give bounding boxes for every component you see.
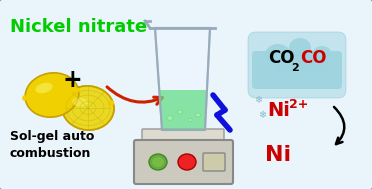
Ellipse shape: [265, 44, 291, 66]
Ellipse shape: [178, 154, 196, 170]
Ellipse shape: [309, 58, 327, 74]
Ellipse shape: [312, 46, 332, 64]
Text: CO: CO: [268, 49, 295, 67]
Ellipse shape: [177, 110, 183, 114]
Text: 2: 2: [291, 63, 299, 73]
Ellipse shape: [188, 119, 192, 122]
Text: ❄: ❄: [254, 95, 262, 105]
Text: Ni: Ni: [265, 145, 291, 165]
FancyBboxPatch shape: [252, 51, 342, 89]
Ellipse shape: [62, 86, 114, 130]
Polygon shape: [155, 28, 210, 130]
Ellipse shape: [35, 83, 53, 93]
Ellipse shape: [149, 154, 167, 170]
FancyArrowPatch shape: [334, 107, 344, 144]
Polygon shape: [159, 90, 207, 130]
FancyBboxPatch shape: [142, 129, 224, 143]
Text: Nickel nitrate: Nickel nitrate: [10, 18, 147, 36]
Ellipse shape: [294, 56, 318, 74]
Ellipse shape: [72, 98, 88, 107]
Text: Ni: Ni: [267, 101, 290, 119]
Ellipse shape: [152, 157, 164, 167]
Text: ❄: ❄: [258, 110, 266, 120]
Ellipse shape: [289, 38, 311, 58]
Ellipse shape: [196, 113, 201, 117]
Ellipse shape: [62, 86, 114, 130]
FancyBboxPatch shape: [248, 32, 346, 98]
Text: combustion: combustion: [10, 147, 92, 160]
Text: +: +: [62, 68, 82, 92]
Ellipse shape: [274, 57, 294, 74]
FancyBboxPatch shape: [134, 140, 233, 184]
Text: ❄: ❄: [268, 103, 276, 113]
Text: CO: CO: [300, 49, 327, 67]
Ellipse shape: [167, 116, 173, 120]
Text: 2+: 2+: [289, 98, 308, 111]
Text: Sol-gel auto: Sol-gel auto: [10, 130, 94, 143]
FancyArrowPatch shape: [107, 87, 162, 104]
FancyBboxPatch shape: [203, 153, 225, 171]
Ellipse shape: [25, 73, 79, 117]
